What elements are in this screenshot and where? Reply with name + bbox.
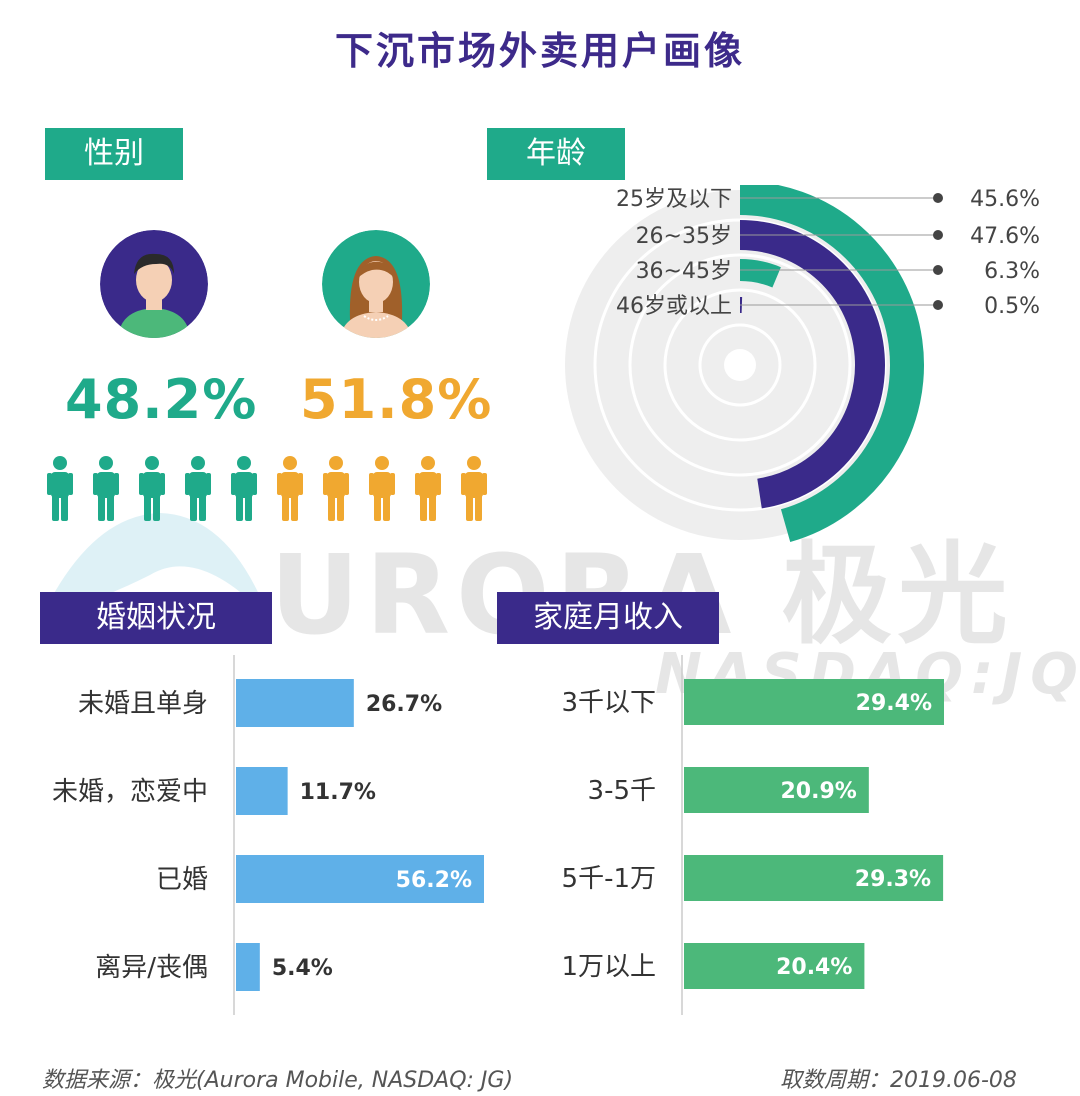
bar-category-label: 3千以下	[561, 688, 656, 718]
bar	[236, 855, 484, 903]
age-radial-chart: 25岁及以下 45.6% 26~35岁 47.6% 36~45岁 6.3% 46岁或以上 0.…	[565, 185, 1040, 543]
bar-category-label: 离异/丧偶	[95, 953, 208, 983]
person-icon	[323, 456, 349, 521]
income-bar-chart: 3千以下 29.4% 3-5千 20.9% 5千-1万 29.3% 1万以上 20.4%	[561, 655, 944, 1015]
leader-dot	[933, 230, 943, 240]
footer-date: 取数周期：2019.06-08	[780, 1068, 1017, 1093]
bar	[684, 767, 869, 813]
bar-value-label: 20.4%	[776, 955, 852, 980]
age-category-label: 36~45岁	[636, 259, 732, 284]
age-value-label: 45.6%	[970, 187, 1040, 212]
person-icon	[139, 456, 165, 521]
bar-category-label: 未婚且单身	[78, 689, 208, 719]
bar	[684, 855, 944, 901]
bar-value-label: 26.7%	[366, 692, 442, 717]
female-avatar-icon	[322, 230, 430, 338]
person-icon	[369, 456, 395, 521]
bar-category-label: 已婚	[156, 865, 208, 895]
age-category-label: 25岁及以下	[616, 187, 732, 212]
bar	[236, 943, 260, 991]
bar	[684, 679, 944, 725]
age-arc	[739, 185, 924, 543]
age-category-label: 46岁或以上	[616, 294, 732, 319]
age-value-label: 47.6%	[970, 224, 1040, 249]
section-marital-tag: 婚姻状况	[40, 592, 272, 644]
gender-people-row	[47, 456, 487, 521]
section-age-tag: 年龄	[487, 128, 625, 180]
age-arc	[739, 220, 885, 509]
person-icon	[415, 456, 441, 521]
person-icon	[277, 456, 303, 521]
age-value-label: 6.3%	[984, 259, 1040, 284]
bar-category-label: 1万以上	[561, 952, 656, 982]
bar-value-label: 29.4%	[856, 691, 932, 716]
leader-dot	[933, 265, 943, 275]
bar-value-label: 29.3%	[855, 867, 931, 892]
male-percentage: 48.2%	[65, 368, 258, 431]
age-category-label: 26~35岁	[636, 224, 732, 249]
male-avatar-icon	[100, 230, 208, 338]
leader-dot	[933, 300, 943, 310]
female-percentage: 51.8%	[300, 368, 493, 431]
page-title: 下沉市场外卖用户画像	[334, 29, 745, 73]
bar	[236, 679, 354, 727]
section-gender-tag: 性别	[45, 128, 183, 180]
section-income-tag: 家庭月收入	[497, 592, 719, 644]
bar-category-label: 3-5千	[588, 776, 656, 806]
footer-source: 数据来源：极光(Aurora Mobile, NASDAQ: JG)	[42, 1068, 514, 1093]
person-icon	[461, 456, 487, 521]
bar-category-label: 5千-1万	[562, 864, 656, 894]
bar-value-label: 20.9%	[781, 779, 857, 804]
person-icon	[185, 456, 211, 521]
person-icon	[231, 456, 257, 521]
person-icon	[47, 456, 73, 521]
marital-bar-chart: 未婚且单身 26.7% 未婚，恋爱中 11.7% 已婚 56.2% 离异/丧偶 5.4%	[52, 655, 484, 1015]
bar-value-label: 56.2%	[396, 868, 472, 893]
bar	[236, 767, 288, 815]
leader-dot	[933, 193, 943, 203]
bar-category-label: 未婚，恋爱中	[52, 777, 208, 807]
person-icon	[93, 456, 119, 521]
bar-value-label: 11.7%	[300, 780, 376, 805]
age-arc	[739, 259, 781, 288]
bar-value-label: 5.4%	[272, 956, 333, 981]
bar	[684, 943, 865, 989]
age-value-label: 0.5%	[984, 294, 1040, 319]
